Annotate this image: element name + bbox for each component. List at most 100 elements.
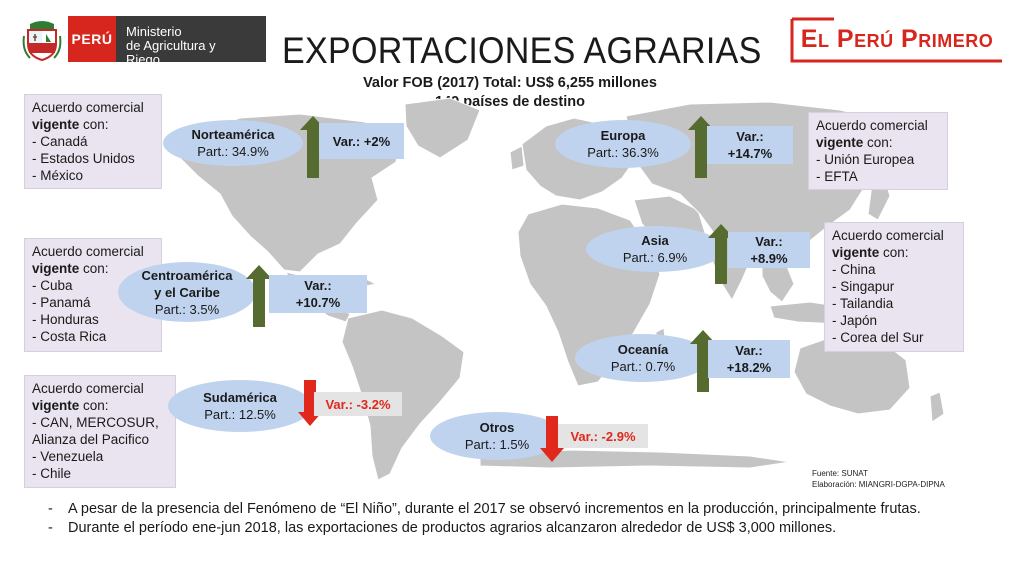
agreement-con: con:: [863, 135, 893, 150]
agreement-heading: Acuerdo comercial: [832, 228, 944, 243]
agreement-heading: Acuerdo comercial: [816, 118, 928, 133]
variation-value: +14.7%: [727, 146, 773, 161]
region-name: Asia: [641, 233, 669, 248]
ministry-logo: PERÚ Ministerio de Agricultura y Riego: [22, 16, 266, 67]
agreement-vigente: vigente: [32, 398, 80, 413]
arrow-up-icon: [708, 224, 734, 284]
region-name: Sudamérica: [203, 390, 277, 405]
agreement-vigente: vigente: [32, 261, 80, 276]
region-share: Part.: 3.5%: [154, 301, 220, 317]
region-name: Oceanía: [617, 342, 669, 357]
brand-text: El Perú Primero: [800, 25, 994, 53]
region-asia: Asia Part.: 6.9%: [586, 226, 724, 272]
region-variation: Var.: -3.2%: [314, 392, 402, 416]
variation-value: Var.: -2.9%: [570, 428, 636, 444]
peru-coat-of-arms-icon: [22, 16, 62, 62]
page-title: EXPORTACIONES AGRARIAS: [282, 30, 762, 71]
arrow-up-icon: [688, 116, 714, 178]
agreement-subheading: vigente con:: [832, 244, 956, 261]
south-america-shape: [341, 309, 465, 481]
agreement-item: - Unión Europea: [816, 152, 915, 167]
variation-value: +18.2%: [726, 360, 772, 375]
variation-label: Var.:: [736, 129, 764, 144]
agreement-item: - Canadá: [32, 134, 88, 149]
region-share: Part.: 6.9%: [622, 250, 688, 265]
region-centroamerica: Centroamérica y el Caribe Part.: 3.5%: [118, 262, 256, 322]
agreement-item: - EFTA: [816, 169, 858, 184]
region-share: Part.: 36.3%: [587, 145, 659, 160]
elaboration-line: Elaboración: MIANGRI-DGPA-DIPNA: [812, 480, 945, 489]
ministry-line-2: de Agricultura y Riego: [126, 38, 216, 67]
variation-value: Var.: +2%: [332, 133, 391, 149]
agreement-heading: Acuerdo comercial: [32, 381, 144, 396]
agreement-item: - Venezuela: [32, 449, 104, 464]
agreement-item: - Tailandia: [832, 296, 894, 311]
brand-frame-icon: [790, 17, 1002, 63]
region-name-line-2: y el Caribe: [154, 284, 220, 300]
peru-label: PERÚ: [68, 16, 116, 62]
region-oceania: Oceanía Part.: 0.7%: [575, 334, 711, 382]
uk-shape: [509, 145, 525, 171]
variation-label: Var.:: [735, 343, 763, 358]
region-name: Otros: [479, 420, 515, 435]
ministry-name: Ministerio de Agricultura y Riego: [116, 16, 266, 67]
arrow-up-icon: [246, 265, 272, 327]
agreement-heading: Acuerdo comercial: [32, 244, 144, 259]
agreement-vigente: vigente: [816, 135, 864, 150]
agreement-item: - Chile: [32, 466, 72, 481]
agreement-item: - Singapur: [832, 279, 895, 294]
greenland-shape: [404, 97, 481, 159]
agreement-item: - Japón: [832, 313, 878, 328]
ministry-line-1: Ministerio: [126, 24, 182, 39]
subtitle-total: Valor FOB (2017) Total: US$ 6,255 millon…: [363, 75, 657, 91]
region-share: Part.: 12.5%: [204, 407, 276, 422]
source-line: Fuente: SUNAT: [812, 469, 868, 478]
agreement-con: con:: [79, 261, 109, 276]
region-otros: Otros Part.: 1.5%: [430, 412, 564, 460]
agreement-item: Alianza del Pacifico: [32, 432, 150, 447]
agreement-item: - México: [32, 168, 84, 183]
note-item: Durante el período ene-jun 2018, las exp…: [48, 519, 968, 538]
agreement-item: - Cuba: [32, 278, 73, 293]
note-item: A pesar de la presencia del Fenómeno de …: [48, 500, 968, 519]
agreement-item: - China: [832, 262, 876, 277]
agreement-box-europe: Acuerdo comercial vigente con: - Unión E…: [808, 112, 948, 190]
region-norteamerica: Norteamérica Part.: 34.9%: [163, 120, 303, 166]
agreement-box-asia: Acuerdo comercial vigente con: - China -…: [824, 222, 964, 352]
region-europa: Europa Part.: 36.3%: [555, 120, 691, 168]
variation-value: +8.9%: [750, 251, 788, 266]
region-sudamerica: Sudamérica Part.: 12.5%: [168, 380, 312, 432]
agreement-vigente: vigente: [832, 245, 880, 260]
region-name: Norteamérica: [191, 127, 275, 142]
region-share: Part.: 0.7%: [610, 359, 676, 374]
region-name-line-1: Centroamérica: [141, 267, 233, 283]
region-variation: Var.: -2.9%: [558, 424, 648, 448]
region-share: Part.: 34.9%: [197, 144, 269, 159]
variation-value: +10.7%: [295, 295, 341, 310]
arrow-up-icon: [300, 116, 326, 178]
agreement-con: con:: [79, 117, 109, 132]
region-variation: Var.: +8.9%: [728, 232, 810, 268]
new-zealand-shape: [929, 391, 945, 423]
variation-label: Var.:: [304, 278, 332, 293]
footer-notes: A pesar de la presencia del Fenómeno de …: [48, 500, 968, 538]
agreement-heading: Acuerdo comercial: [32, 100, 144, 115]
agreement-subheading: vigente con:: [816, 134, 940, 151]
agreement-con: con:: [79, 398, 109, 413]
agreement-vigente: vigente: [32, 117, 80, 132]
variation-value: Var.: -3.2%: [325, 396, 391, 412]
agreement-item: - Estados Unidos: [32, 151, 135, 166]
agreement-item: - Corea del Sur: [832, 330, 924, 345]
subtitle-destinations: 149 países de destino: [435, 94, 585, 110]
agreement-box-south-america: Acuerdo comercial vigente con: - CAN, ME…: [24, 375, 176, 488]
agreement-item: - CAN, MERCOSUR,: [32, 415, 159, 430]
variation-label: Var.:: [755, 234, 783, 249]
agreement-con: con:: [879, 245, 909, 260]
agreement-subheading: vigente con:: [32, 260, 154, 277]
agreement-item: - Honduras: [32, 312, 99, 327]
region-name: Europa: [600, 128, 646, 143]
agreement-subheading: vigente con:: [32, 397, 168, 414]
region-variation: Var.: +14.7%: [707, 126, 793, 164]
region-variation: Var.: +2%: [319, 123, 404, 159]
agreement-item: - Panamá: [32, 295, 91, 310]
